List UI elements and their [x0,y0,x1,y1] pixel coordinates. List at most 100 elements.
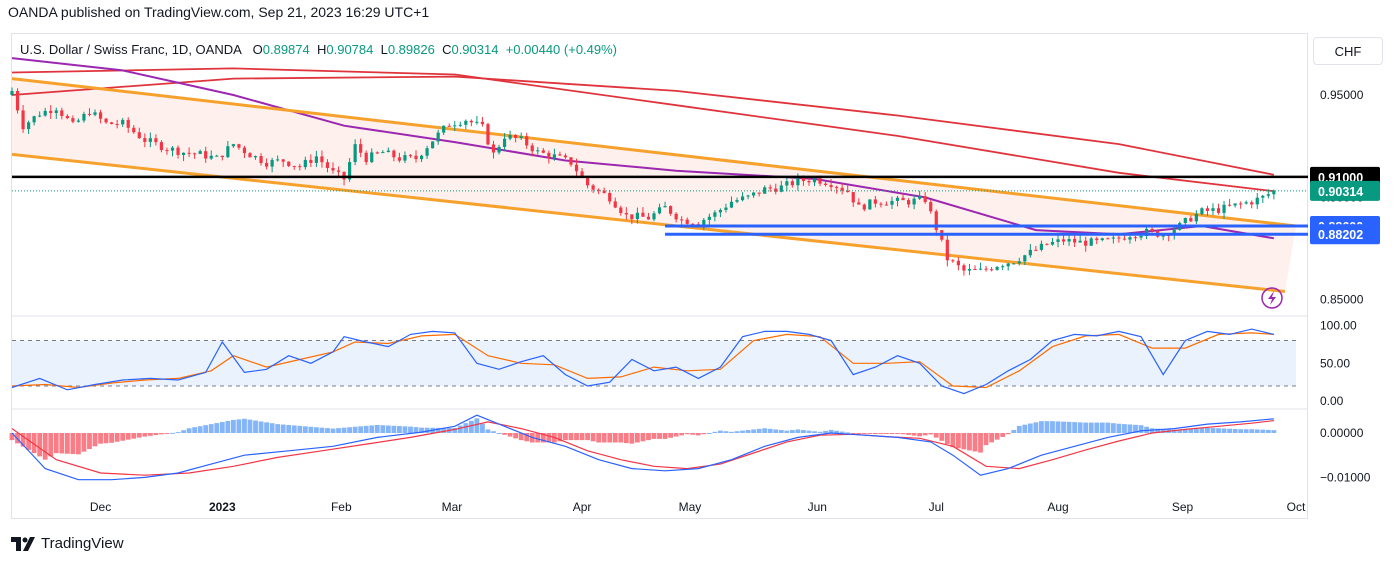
macd-histogram-bar [856,433,862,434]
candle-body [1216,208,1221,213]
candle [54,107,58,119]
macd-histogram-bar [1088,422,1094,433]
candle-body [458,124,462,126]
candle [458,121,462,128]
candle [1244,200,1248,205]
macd-histogram-bar [219,422,225,433]
currency-button[interactable]: CHF [1313,37,1383,65]
macd-histogram-bar [308,426,314,433]
candle [973,265,977,271]
macd-histogram-bar [53,433,59,454]
tradingview-logo[interactable]: TradingView [11,535,124,552]
candle [652,211,656,222]
macd-histogram-bar [114,433,120,442]
close-value: 0.90314 [451,42,499,57]
open-value: 0.89874 [262,42,310,57]
candle-body [680,219,684,221]
candle [148,132,152,148]
macd-histogram-bar [579,433,585,441]
candle [713,210,717,222]
candle-body [1272,190,1276,195]
candle-body [115,124,119,126]
candle [724,203,728,213]
macd-histogram-bar [435,427,441,433]
candle-body [691,223,695,225]
candle-body [370,152,374,163]
candle-body [170,147,175,151]
macd-histogram-bar [136,433,142,438]
candle [1194,210,1198,224]
macd-histogram-bar [563,433,568,441]
macd-histogram-bar [513,433,519,439]
candle [1006,262,1010,271]
macd-histogram-bar [341,427,347,433]
candle-body [431,141,435,149]
candle [442,125,446,136]
candle [1189,215,1193,223]
macd-histogram-bar [92,433,98,447]
candle-body [181,152,186,155]
macd-histogram-bar [1138,425,1144,433]
lightning-icon [1261,287,1283,309]
candle [104,117,108,124]
macd-histogram-bar [1066,421,1072,433]
macd-histogram-bar [607,433,613,443]
candle [110,121,114,125]
chart-frame [11,33,1308,519]
candle [71,115,75,124]
candle-body [840,187,844,191]
candle [984,265,988,272]
macd-histogram-bar [109,433,115,443]
candle [1050,237,1055,246]
candle-body [574,164,579,172]
candle-body [353,144,357,163]
macd-histogram-bar [679,433,685,436]
macd-histogram-bar [297,425,303,433]
candle-body [303,159,307,168]
candle [934,209,938,236]
candle-body [1211,208,1215,211]
candle [862,203,866,212]
candle [1133,235,1138,242]
candle [1001,264,1005,271]
macd-histogram-bar [369,425,375,433]
macd-histogram-bar [496,433,502,434]
candle [729,196,734,209]
macd-histogram-bar [978,433,983,453]
candle [525,132,529,149]
candle-body [1067,238,1071,242]
candle-body [1205,208,1210,211]
macd-histogram-bar [258,421,264,433]
macd-histogram-bar [76,433,81,455]
candle [121,117,125,128]
ma-red-slow-line [11,67,1275,193]
macd-histogram-bar [269,423,275,433]
candle-body [669,206,673,214]
candle-body [87,113,92,115]
candle [846,185,850,193]
candle [1266,189,1270,199]
candle [21,104,25,133]
candle-body [646,216,651,220]
candle-body [381,152,385,154]
candle-body [49,110,53,114]
macd-histogram-bar [1033,422,1039,433]
macd-histogram-bar [153,433,159,436]
macd-histogram-bar [480,423,485,433]
candle [547,150,551,164]
macd-histogram-bar [662,433,668,439]
candle-body [82,113,86,121]
candle-body [912,198,916,205]
macd-line [11,414,1274,481]
macd-tick-label: 0.00000 [1320,426,1364,440]
candle-body [724,207,728,210]
candle-body [790,181,794,186]
x-tick-label: Mar [442,500,463,514]
macd-histogram-bar [1083,422,1089,433]
symbol-title[interactable]: U.S. Dollar / Swiss Franc, 1D, OANDA [20,42,242,57]
candle [1017,257,1021,266]
candle [303,156,307,170]
candle [1078,234,1082,243]
candle-body [591,185,595,190]
